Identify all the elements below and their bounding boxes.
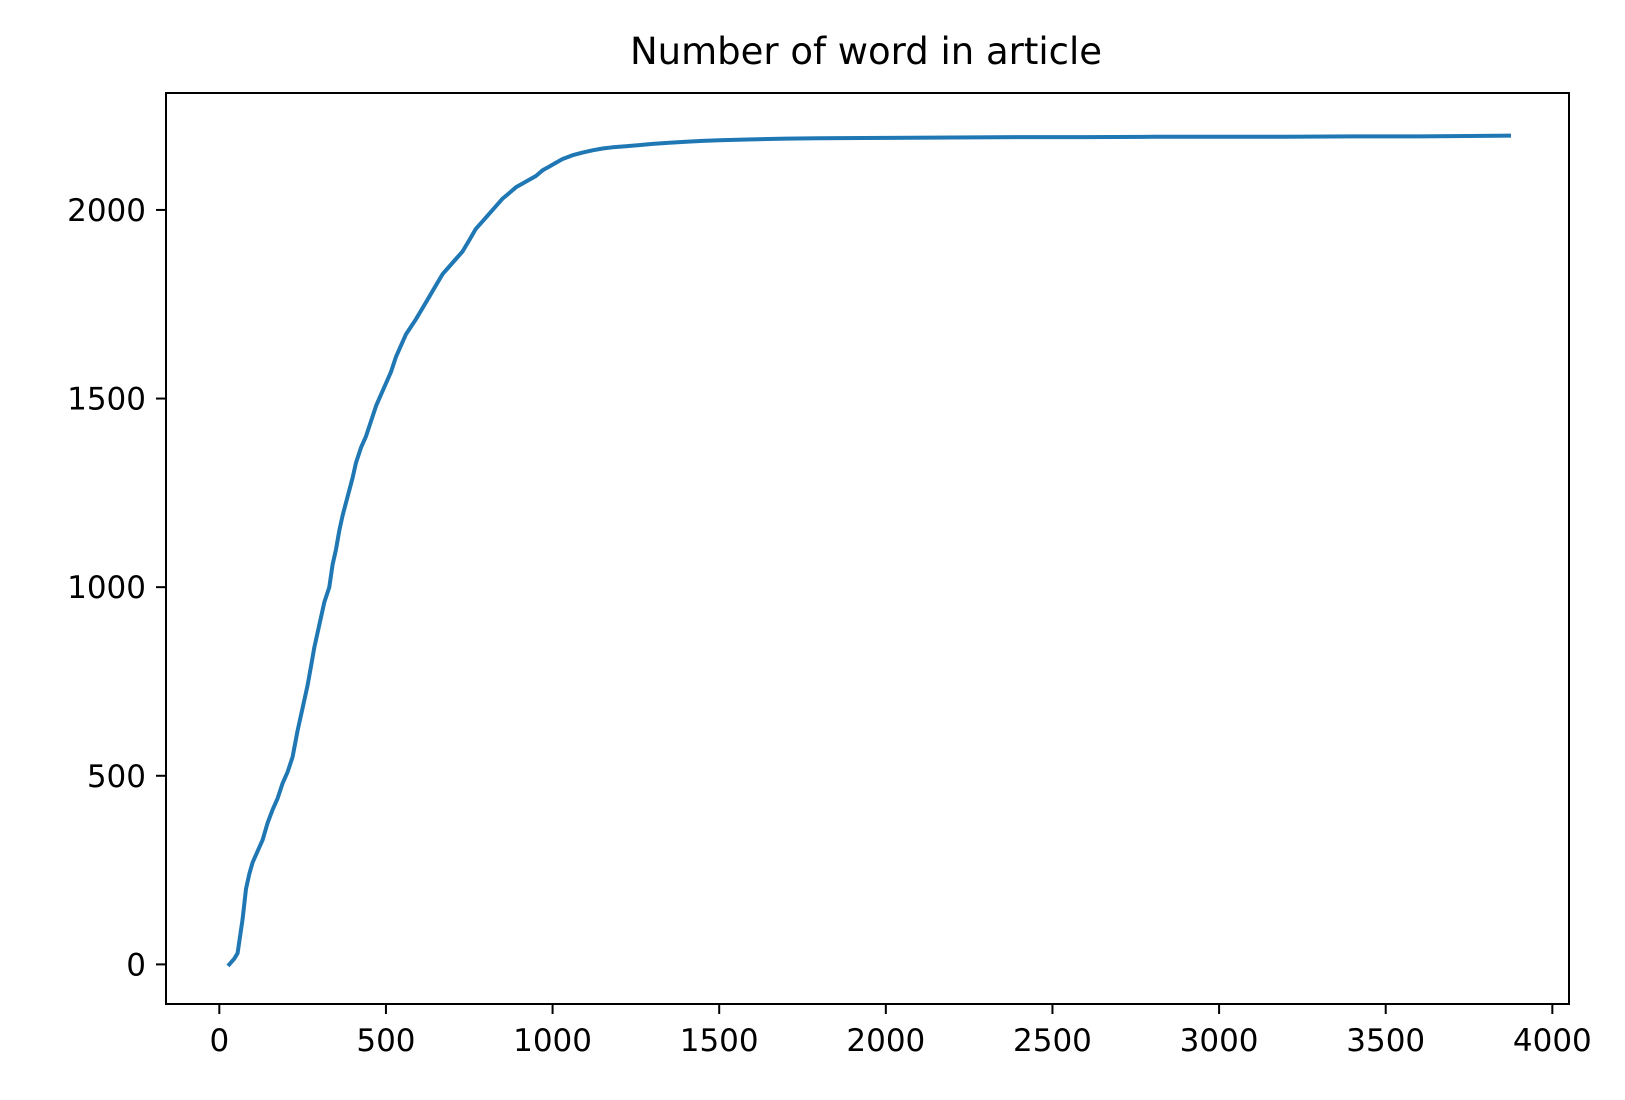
x-axis-ticks: 0 500 1000 1500 2000 2500 3000 3500 4000 <box>209 1004 1591 1059</box>
x-tick-label: 4000 <box>1513 1023 1592 1059</box>
series-line-0 <box>229 136 1509 965</box>
x-tick-label: 0 <box>209 1023 229 1059</box>
y-tick-label: 1500 <box>67 382 146 418</box>
y-tick-label: 0 <box>126 947 146 983</box>
chart-title: Number of word in article <box>630 30 1102 73</box>
x-tick-label: 3000 <box>1180 1023 1259 1059</box>
x-tick-label: 2500 <box>1013 1023 1092 1059</box>
y-tick-label: 500 <box>87 759 146 795</box>
axes <box>166 93 1569 1004</box>
axes-frame <box>166 93 1569 1004</box>
x-tick-label: 1500 <box>680 1023 759 1059</box>
x-tick-label: 3500 <box>1346 1023 1425 1059</box>
plot-area <box>229 136 1509 965</box>
x-tick-label: 1000 <box>513 1023 592 1059</box>
y-tick-label: 1000 <box>67 570 146 606</box>
y-tick-label: 2000 <box>67 193 146 229</box>
x-tick-label: 500 <box>356 1023 415 1059</box>
x-tick-label: 2000 <box>846 1023 925 1059</box>
y-axis-ticks: 0 500 1000 1500 2000 <box>67 193 166 983</box>
